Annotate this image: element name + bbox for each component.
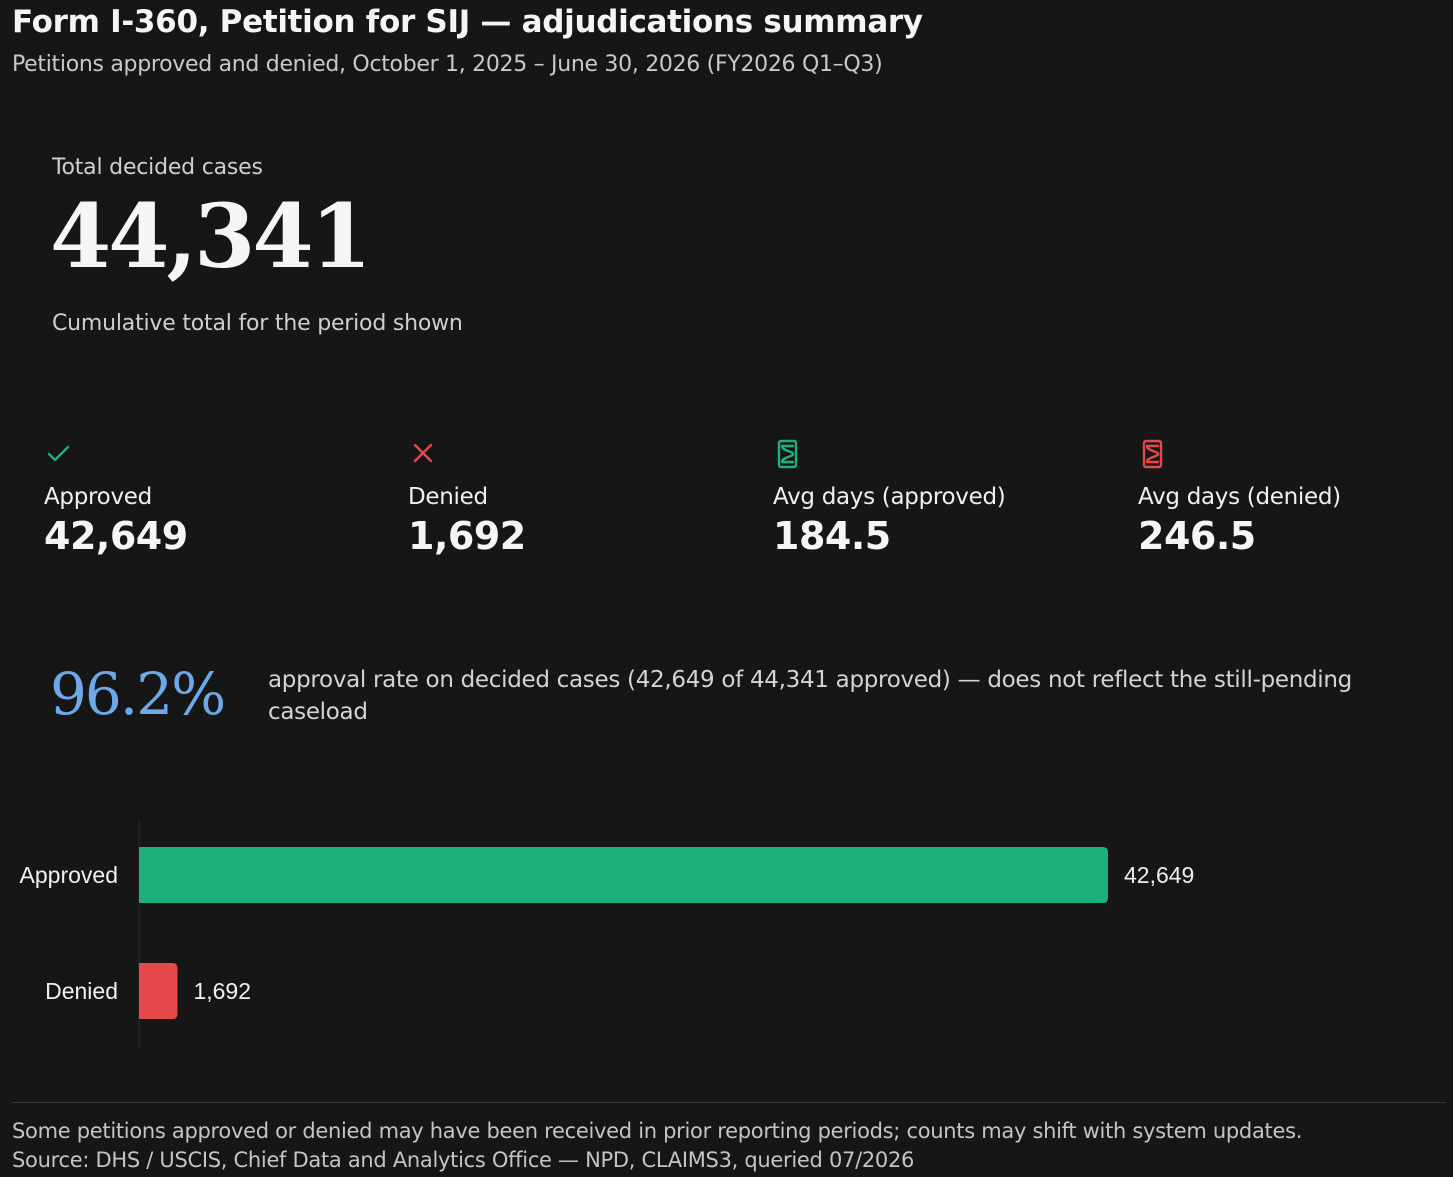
approval-rate-value: 96.2%	[50, 660, 226, 728]
kpi-denied: Denied 1,692	[408, 438, 748, 558]
kpi-label: Approved	[44, 484, 152, 510]
kpi-value: 1,692	[408, 514, 526, 558]
approval-rate-text: approval rate on decided cases (42,649 o…	[268, 667, 1352, 725]
kpi-label: Avg days (approved)	[773, 484, 1006, 510]
page-title: Form I-360, Petition for SIJ — adjudicat…	[12, 4, 923, 40]
kpi-avg-days-denied: Avg days (denied) 246.5	[1138, 438, 1453, 558]
value-label: 42,649	[1124, 862, 1194, 888]
bar-denied	[139, 963, 178, 1019]
footnote: Some petitions approved or denied may ha…	[12, 1119, 1303, 1143]
kpi-value: 246.5	[1138, 514, 1256, 558]
bar-approved	[139, 847, 1108, 903]
kpi-label: Avg days (denied)	[1138, 484, 1341, 510]
hourglass-icon	[773, 438, 1113, 470]
x-icon	[408, 438, 748, 470]
footer-divider	[12, 1102, 1446, 1103]
kpi-label: Denied	[408, 484, 488, 510]
source-note: Source: DHS / USCIS, Chief Data and Anal…	[12, 1148, 915, 1172]
value-label: 1,692	[193, 978, 251, 1004]
total-note: Cumulative total for the period shown	[52, 311, 463, 336]
total-label: Total decided cases	[52, 155, 263, 180]
hourglass-icon	[1138, 438, 1453, 470]
kpi-avg-days-approved: Avg days (approved) 184.5	[773, 438, 1113, 558]
total-value: 44,341	[50, 184, 372, 288]
check-icon	[44, 438, 384, 470]
kpi-value: 184.5	[773, 514, 891, 558]
bar-chart-svg: Approved 42,649 Denied 1,692	[20, 820, 1194, 1048]
bar-chart: Approved 42,649 Denied 1,692	[0, 820, 1453, 1050]
kpi-value: 42,649	[44, 514, 188, 558]
kpi-approved: Approved 42,649	[44, 438, 384, 558]
category-label: Approved	[20, 862, 118, 888]
category-label: Denied	[45, 978, 118, 1004]
page-subtitle: Petitions approved and denied, October 1…	[12, 52, 883, 77]
